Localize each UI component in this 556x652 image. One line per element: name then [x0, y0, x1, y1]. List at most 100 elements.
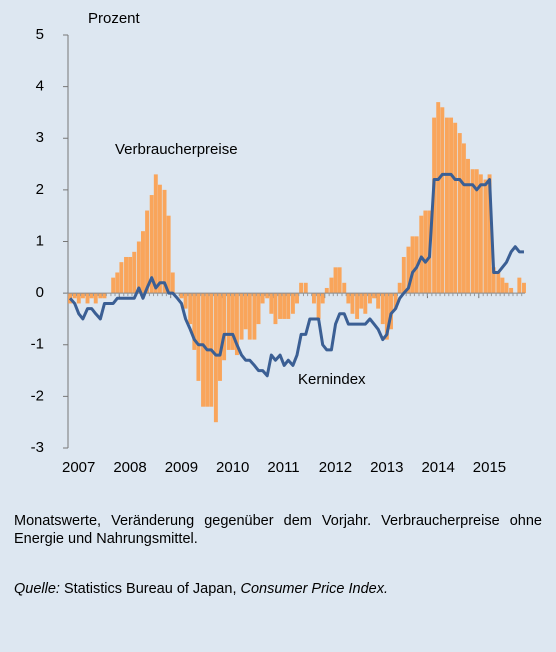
y-tick-label: -3	[31, 439, 44, 456]
bar	[478, 174, 483, 294]
bar	[278, 293, 283, 319]
bar	[157, 184, 162, 294]
annotation: Kernindex	[298, 371, 366, 388]
y-tick-label: 1	[36, 232, 44, 249]
bar	[432, 117, 437, 294]
bar	[337, 267, 342, 294]
x-tick-label: 2007	[62, 459, 95, 476]
bar	[423, 210, 428, 294]
bar	[196, 293, 201, 381]
bar	[457, 133, 462, 294]
bar	[324, 287, 329, 294]
bar	[389, 293, 393, 330]
bar	[226, 293, 231, 350]
source-text: Statistics Bureau of Japan,	[63, 581, 237, 597]
bar	[320, 293, 325, 304]
bar	[333, 267, 338, 294]
bar	[166, 215, 171, 294]
y-tick-label: 4	[36, 78, 44, 95]
bar	[239, 293, 244, 340]
bar	[170, 272, 175, 294]
bar	[141, 231, 145, 294]
bar	[243, 293, 248, 330]
bar	[234, 293, 239, 356]
bar	[252, 293, 257, 340]
bar	[111, 277, 116, 294]
bar	[509, 287, 514, 294]
bar	[393, 293, 398, 309]
bar	[522, 282, 526, 294]
bar	[290, 293, 295, 314]
bar	[93, 293, 98, 304]
bar	[496, 272, 501, 294]
line	[68, 172, 524, 378]
x-tick-label: 2008	[113, 459, 146, 476]
bar	[372, 293, 376, 299]
bar	[367, 293, 372, 304]
y-tick-label: 5	[36, 26, 44, 43]
bar	[145, 210, 150, 294]
x-tick-label: 2010	[216, 459, 249, 476]
bar	[355, 293, 360, 319]
bar	[311, 293, 316, 304]
bar	[213, 293, 218, 423]
bar	[124, 256, 128, 294]
bar	[183, 293, 188, 309]
bar	[363, 293, 368, 314]
bar	[483, 179, 488, 294]
bar	[376, 293, 381, 309]
bar	[256, 293, 261, 325]
x-tick-label: 2009	[165, 459, 198, 476]
x-tick-label: 2015	[473, 459, 506, 476]
bar	[316, 293, 321, 319]
bar	[80, 293, 85, 299]
bar	[222, 293, 227, 361]
bar	[76, 293, 81, 304]
bar	[286, 293, 291, 319]
bar	[136, 241, 141, 294]
bar	[299, 282, 304, 294]
bar	[461, 143, 466, 294]
bar	[162, 189, 167, 294]
chart: Prozent Verbraucherpreise Kernindex -3 -2…	[31, 10, 526, 476]
bar	[260, 293, 265, 304]
bar	[132, 251, 137, 294]
bar	[500, 277, 505, 294]
bar	[401, 256, 406, 294]
x-tick-label: 2014	[421, 459, 454, 476]
y-tick-label: 2	[36, 181, 44, 198]
bar	[119, 262, 124, 294]
x-tick-label: 2012	[319, 459, 352, 476]
y-tick-label: -2	[31, 387, 44, 404]
bar	[72, 293, 77, 299]
bar	[188, 293, 193, 325]
bar	[303, 282, 308, 294]
bar	[115, 272, 120, 294]
bar	[397, 282, 402, 294]
y-axis-label: Prozent	[88, 10, 141, 27]
bar	[406, 246, 411, 294]
source-title: Consumer Price Index.	[240, 581, 388, 597]
bar	[517, 277, 522, 294]
bar	[436, 102, 441, 294]
bar	[218, 293, 222, 381]
annotation: Verbraucherpreise	[115, 141, 238, 158]
bar	[201, 293, 206, 407]
bar	[329, 277, 334, 294]
y-tick-label: -1	[31, 336, 44, 353]
source-label: Quelle:	[14, 581, 60, 597]
bar	[449, 117, 454, 294]
bar	[453, 122, 458, 294]
bar	[504, 282, 509, 294]
bar	[89, 293, 94, 299]
bar	[470, 169, 475, 294]
bar	[247, 293, 252, 340]
bar	[295, 293, 299, 304]
bar	[128, 256, 133, 294]
bar	[153, 174, 158, 294]
bar	[85, 293, 90, 304]
bar	[230, 293, 235, 350]
y-tick-label: 0	[36, 284, 44, 301]
bar	[342, 282, 347, 294]
